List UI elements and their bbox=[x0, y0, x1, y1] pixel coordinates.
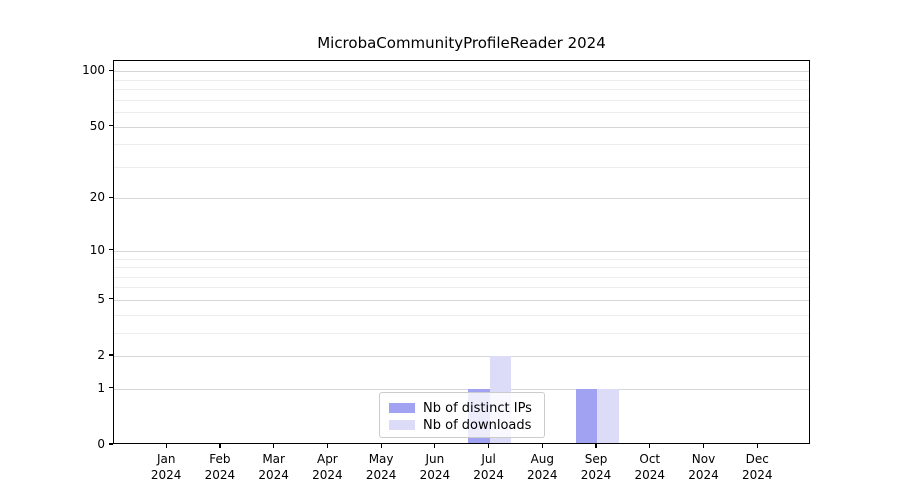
y-tick-mark bbox=[109, 249, 113, 251]
x-tick-month: Apr bbox=[316, 452, 338, 466]
x-tick-year: 2024 bbox=[634, 468, 666, 482]
x-tick-mark bbox=[541, 444, 543, 448]
x-tick-month: Feb bbox=[209, 452, 231, 466]
x-tick-year: 2024 bbox=[365, 468, 397, 482]
gridline-minor bbox=[114, 258, 809, 260]
chart-title: MicrobaCommunityProfileReader 2024 bbox=[317, 34, 606, 52]
gridline-major bbox=[114, 250, 809, 252]
gridline-minor bbox=[114, 267, 809, 269]
x-tick-year: 2024 bbox=[580, 468, 612, 482]
x-tick-mark bbox=[702, 444, 705, 448]
y-tick-mark bbox=[109, 69, 113, 71]
x-tick-mark bbox=[595, 444, 597, 448]
legend-entry-distinct-ips: Nb of distinct IPs bbox=[389, 400, 535, 416]
x-tick-label: Nov 2024 bbox=[674, 451, 734, 483]
y-tick-mark bbox=[109, 124, 113, 127]
gridline-major bbox=[114, 126, 809, 128]
x-tick-year: 2024 bbox=[419, 468, 451, 482]
x-tick-label: Aug 2024 bbox=[512, 451, 572, 483]
gridline-minor bbox=[114, 89, 809, 91]
y-tick-label: 100 bbox=[82, 63, 105, 78]
x-tick-month: May bbox=[368, 452, 394, 466]
gridline-major bbox=[114, 71, 809, 73]
x-tick-month: Sep bbox=[584, 452, 608, 466]
legend-swatch-distinct-ips bbox=[389, 403, 415, 413]
y-tick-label: 10 bbox=[89, 242, 105, 257]
x-tick-year: 2024 bbox=[312, 468, 343, 482]
y-tick-label: 50 bbox=[89, 118, 105, 133]
legend: Nb of distinct IPs Nb of downloads bbox=[379, 392, 545, 438]
y-tick-label: 1 bbox=[97, 380, 105, 395]
y-tick-mark bbox=[109, 354, 113, 356]
x-tick-month: Jan bbox=[156, 452, 176, 466]
bar-downloads bbox=[597, 388, 619, 443]
gridline-minor bbox=[114, 287, 809, 289]
x-tick-label: May 2024 bbox=[351, 451, 411, 483]
gridline-minor bbox=[114, 99, 809, 101]
x-tick-year: 2024 bbox=[204, 468, 236, 482]
x-tick-year: 2024 bbox=[741, 468, 773, 482]
x-tick-label: Mar 2024 bbox=[244, 451, 304, 483]
y-tick-label: 5 bbox=[97, 291, 105, 306]
y-tick-label: 20 bbox=[89, 190, 105, 205]
y-tick-label: 2 bbox=[97, 348, 105, 363]
plot-area: Nb of distinct IPs Nb of downloads bbox=[113, 60, 810, 444]
x-tick-year: 2024 bbox=[688, 468, 719, 482]
gridline-minor bbox=[114, 79, 809, 81]
x-tick-month: Aug bbox=[530, 452, 555, 466]
x-tick-label: Dec 2024 bbox=[727, 451, 787, 483]
legend-label-distinct-ips: Nb of distinct IPs bbox=[423, 400, 532, 416]
x-tick-label: Feb 2024 bbox=[190, 451, 250, 483]
x-tick-mark bbox=[380, 444, 382, 448]
x-tick-label: Apr 2024 bbox=[297, 451, 357, 483]
x-tick-year: 2024 bbox=[150, 468, 182, 482]
gridline-major bbox=[114, 388, 809, 390]
x-tick-month: Dec bbox=[745, 452, 769, 466]
gridline-major bbox=[114, 198, 809, 200]
gridline-minor bbox=[114, 276, 809, 278]
x-tick-mark bbox=[487, 444, 490, 448]
x-tick-month: Oct bbox=[639, 452, 661, 466]
x-tick-mark bbox=[434, 444, 436, 448]
bar-distinct-ips bbox=[575, 388, 598, 443]
x-tick-label: Oct 2024 bbox=[620, 451, 680, 483]
x-tick-label: Jun 2024 bbox=[405, 451, 465, 483]
gridline-major bbox=[114, 299, 809, 301]
x-tick-label: Jul 2024 bbox=[459, 451, 519, 483]
x-tick-month: Jun bbox=[425, 452, 445, 466]
legend-entry-downloads: Nb of downloads bbox=[389, 417, 535, 433]
gridline-minor bbox=[114, 166, 809, 168]
gridline-minor bbox=[114, 112, 809, 114]
x-tick-month: Nov bbox=[691, 452, 716, 466]
legend-swatch-downloads bbox=[389, 420, 415, 430]
gridline-minor bbox=[114, 332, 809, 334]
x-tick-month: Jul bbox=[481, 452, 496, 466]
y-tick-mark bbox=[109, 387, 113, 389]
x-tick-year: 2024 bbox=[527, 468, 558, 482]
y-tick-mark bbox=[109, 298, 113, 300]
x-tick-mark bbox=[326, 444, 328, 448]
legend-label-downloads: Nb of downloads bbox=[423, 417, 532, 433]
x-tick-label: Sep 2024 bbox=[566, 451, 626, 483]
y-tick-mark bbox=[109, 443, 113, 445]
y-tick-mark bbox=[109, 196, 113, 198]
x-tick-year: 2024 bbox=[473, 468, 504, 482]
x-tick-mark bbox=[649, 444, 651, 448]
x-tick-mark bbox=[165, 444, 167, 448]
gridline-minor bbox=[114, 144, 809, 146]
gridline-minor bbox=[114, 314, 809, 316]
x-tick-mark bbox=[273, 444, 275, 448]
x-tick-mark bbox=[756, 444, 758, 448]
x-tick-mark bbox=[219, 444, 221, 448]
x-tick-year: 2024 bbox=[258, 468, 289, 482]
gridline-major bbox=[114, 356, 809, 358]
y-tick-label: 0 bbox=[97, 437, 105, 451]
x-tick-label: Jan 2024 bbox=[136, 451, 196, 483]
x-tick-month: Mar bbox=[262, 452, 285, 466]
